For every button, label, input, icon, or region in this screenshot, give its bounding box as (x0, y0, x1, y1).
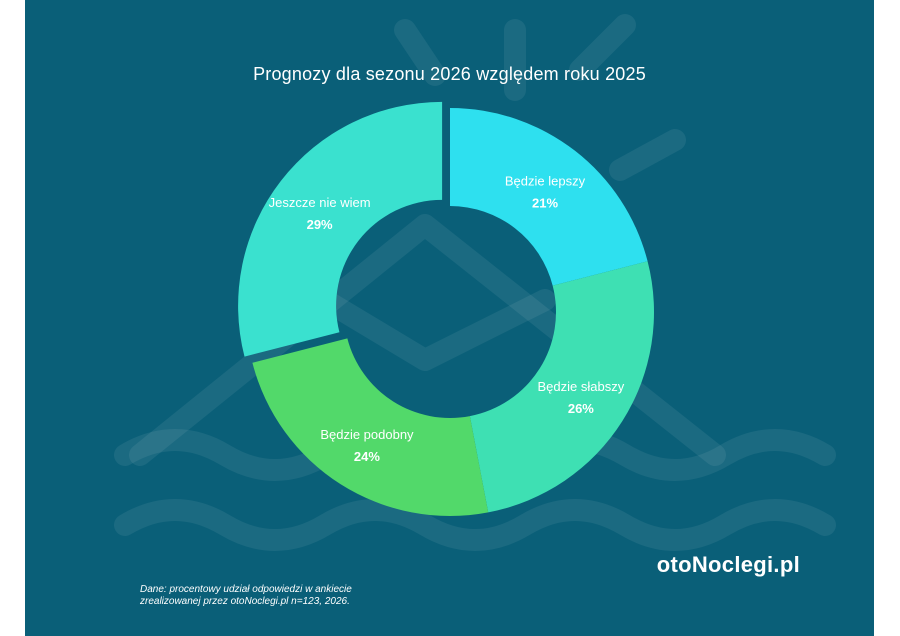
slice-value-2: 26% (568, 401, 594, 416)
donut-slice-2 (469, 261, 655, 513)
footnote-line-1: Dane: procentowy udział odpowiedzi w ank… (140, 584, 352, 595)
slice-label-4: Jeszcze nie wiem (269, 195, 371, 210)
data-source-footnote: Dane: procentowy udział odpowiedzi w ank… (140, 584, 460, 608)
infographic-panel: Prognozy dla sezonu 2026 względem roku 2… (25, 0, 874, 636)
brand-logo-text: otoNoclegi.pl (656, 552, 800, 577)
sun-ray-3 (609, 129, 686, 181)
slice-label-2: Będzie słabszy (538, 379, 625, 394)
wave-2 (114, 499, 836, 551)
chart-title: Prognozy dla sezonu 2026 względem roku 2… (253, 64, 646, 84)
sun-ray-4 (394, 19, 446, 86)
mountain-ridge (314, 289, 556, 371)
slice-value-3: 24% (354, 449, 380, 464)
donut-slice-4 (238, 101, 443, 357)
slice-value-4: 29% (307, 217, 333, 232)
donut-slice-1 (450, 108, 648, 286)
donut-slice-3 (252, 338, 489, 516)
sun-ray-2 (569, 14, 636, 81)
footnote-line-2: zrealizowanej przez otoNoclegi.pl n=123,… (140, 596, 350, 607)
donut-chart: Będzie lepszy 21% Będzie słabszy 26% Będzie … (238, 101, 655, 516)
slice-label-1: Będzie lepszy (505, 174, 586, 189)
slice-label-3: Będzie podobny (320, 427, 414, 442)
slice-value-1: 21% (532, 196, 558, 211)
